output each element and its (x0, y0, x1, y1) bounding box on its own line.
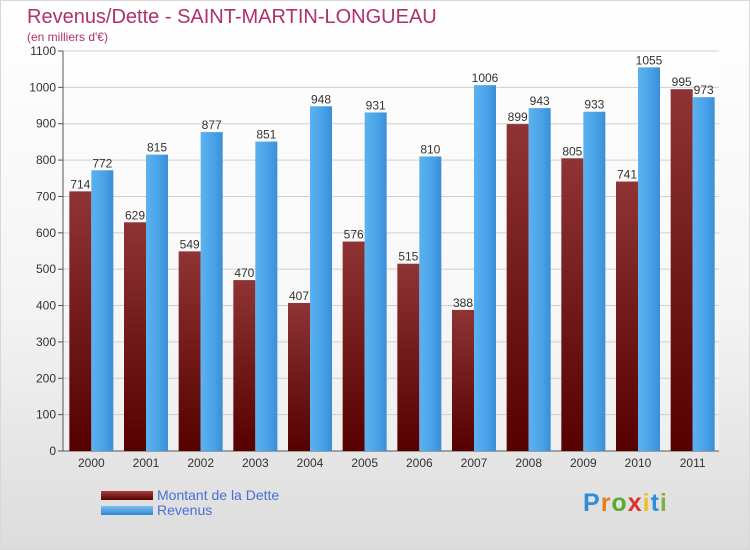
bar-dette (670, 89, 693, 451)
data-label-revenus: 1006 (472, 71, 499, 85)
bar-dette (233, 280, 256, 451)
y-tick-label: 800 (36, 153, 56, 167)
y-tick-label: 300 (36, 335, 56, 349)
bar-dette (506, 124, 529, 451)
logo-letter: P (583, 489, 601, 517)
bar-revenus (310, 106, 332, 451)
data-label-revenus: 933 (584, 98, 604, 112)
x-tick-label: 2004 (297, 456, 324, 470)
bar-dette (178, 251, 201, 451)
x-tick-label: 2002 (187, 456, 214, 470)
data-label-revenus: 948 (311, 92, 331, 106)
logo-letter: t (650, 489, 660, 517)
plot-area (63, 51, 719, 451)
proxiti-logo: Proxiti (583, 489, 668, 518)
legend-swatch-dette (101, 491, 153, 500)
bar-revenus (528, 108, 551, 451)
logo-letter: r (600, 489, 612, 517)
data-label-dette: 470 (234, 266, 254, 280)
bar-revenus (200, 132, 223, 451)
y-tick-label: 600 (36, 226, 56, 240)
x-tick-label: 2006 (406, 456, 433, 470)
data-label-revenus: 931 (366, 98, 386, 112)
y-tick-label: 0 (49, 444, 56, 458)
y-tick-label: 200 (36, 371, 56, 385)
bar-revenus (583, 111, 606, 452)
data-label-dette: 714 (70, 177, 90, 191)
y-tick-label: 500 (36, 262, 56, 276)
data-label-revenus: 810 (420, 142, 440, 156)
bar-dette (616, 181, 638, 451)
data-label-revenus: 815 (147, 141, 167, 155)
y-tick-label: 100 (36, 408, 56, 422)
legend-label-revenus: Revenus (157, 502, 213, 518)
data-label-revenus: 851 (256, 128, 276, 142)
data-label-dette: 899 (508, 110, 528, 124)
bar-revenus (474, 85, 496, 451)
x-tick-label: 2003 (242, 456, 269, 470)
bar-revenus (364, 112, 387, 452)
data-label-dette: 549 (180, 237, 200, 251)
logo-letter: x (627, 489, 643, 517)
data-label-revenus: 943 (530, 94, 550, 108)
logo-letter: i (642, 489, 651, 517)
x-tick-label: 2007 (461, 456, 488, 470)
bar-dette (342, 241, 365, 451)
data-label-revenus: 877 (202, 118, 222, 132)
data-label-dette: 576 (344, 228, 364, 242)
x-tick-label: 2011 (680, 456, 706, 470)
data-label-dette: 741 (617, 168, 637, 182)
bar-revenus (692, 97, 715, 451)
bar-revenus (91, 170, 114, 452)
x-tick-label: 2010 (625, 456, 652, 470)
y-tick-label: 900 (36, 117, 56, 131)
x-tick-label: 2005 (351, 456, 378, 470)
data-label-dette: 629 (125, 208, 145, 222)
bar-revenus (146, 154, 168, 452)
x-tick-label: 2009 (570, 456, 597, 470)
data-label-dette: 388 (453, 296, 473, 310)
data-label-revenus: 973 (694, 83, 714, 97)
data-label-dette: 407 (289, 289, 309, 303)
bar-revenus (419, 156, 442, 452)
logo-letter: o (611, 489, 628, 517)
y-tick-label: 400 (36, 299, 56, 313)
chart-title: Revenus/Dette - SAINT-MARTIN-LONGUEAU (27, 6, 437, 28)
bar-dette (288, 303, 310, 451)
data-label-revenus: 1055 (636, 53, 663, 67)
x-tick-label: 2000 (78, 456, 105, 470)
bar-dette (397, 263, 420, 451)
y-tick-label: 1100 (30, 44, 56, 58)
x-tick-label: 2001 (133, 456, 160, 470)
bar-revenus (255, 141, 278, 451)
data-label-dette: 805 (562, 144, 582, 158)
chart-subtitle: (en milliers d'€) (27, 30, 108, 44)
bar-dette (561, 158, 584, 452)
y-tick-label: 1000 (29, 80, 56, 94)
data-label-dette: 515 (398, 250, 418, 264)
bar-dette (69, 191, 92, 451)
x-tick-label: 2008 (515, 456, 542, 470)
legend-swatch-revenus (101, 506, 153, 515)
data-label-dette: 995 (672, 75, 692, 89)
data-label-revenus: 772 (92, 156, 112, 170)
legend-label-dette: Montant de la Dette (157, 487, 280, 503)
bar-dette (452, 309, 474, 451)
logo-letter: i (659, 489, 668, 517)
bar-dette (124, 222, 146, 451)
y-tick-label: 700 (36, 189, 56, 203)
bar-revenus (638, 67, 660, 451)
